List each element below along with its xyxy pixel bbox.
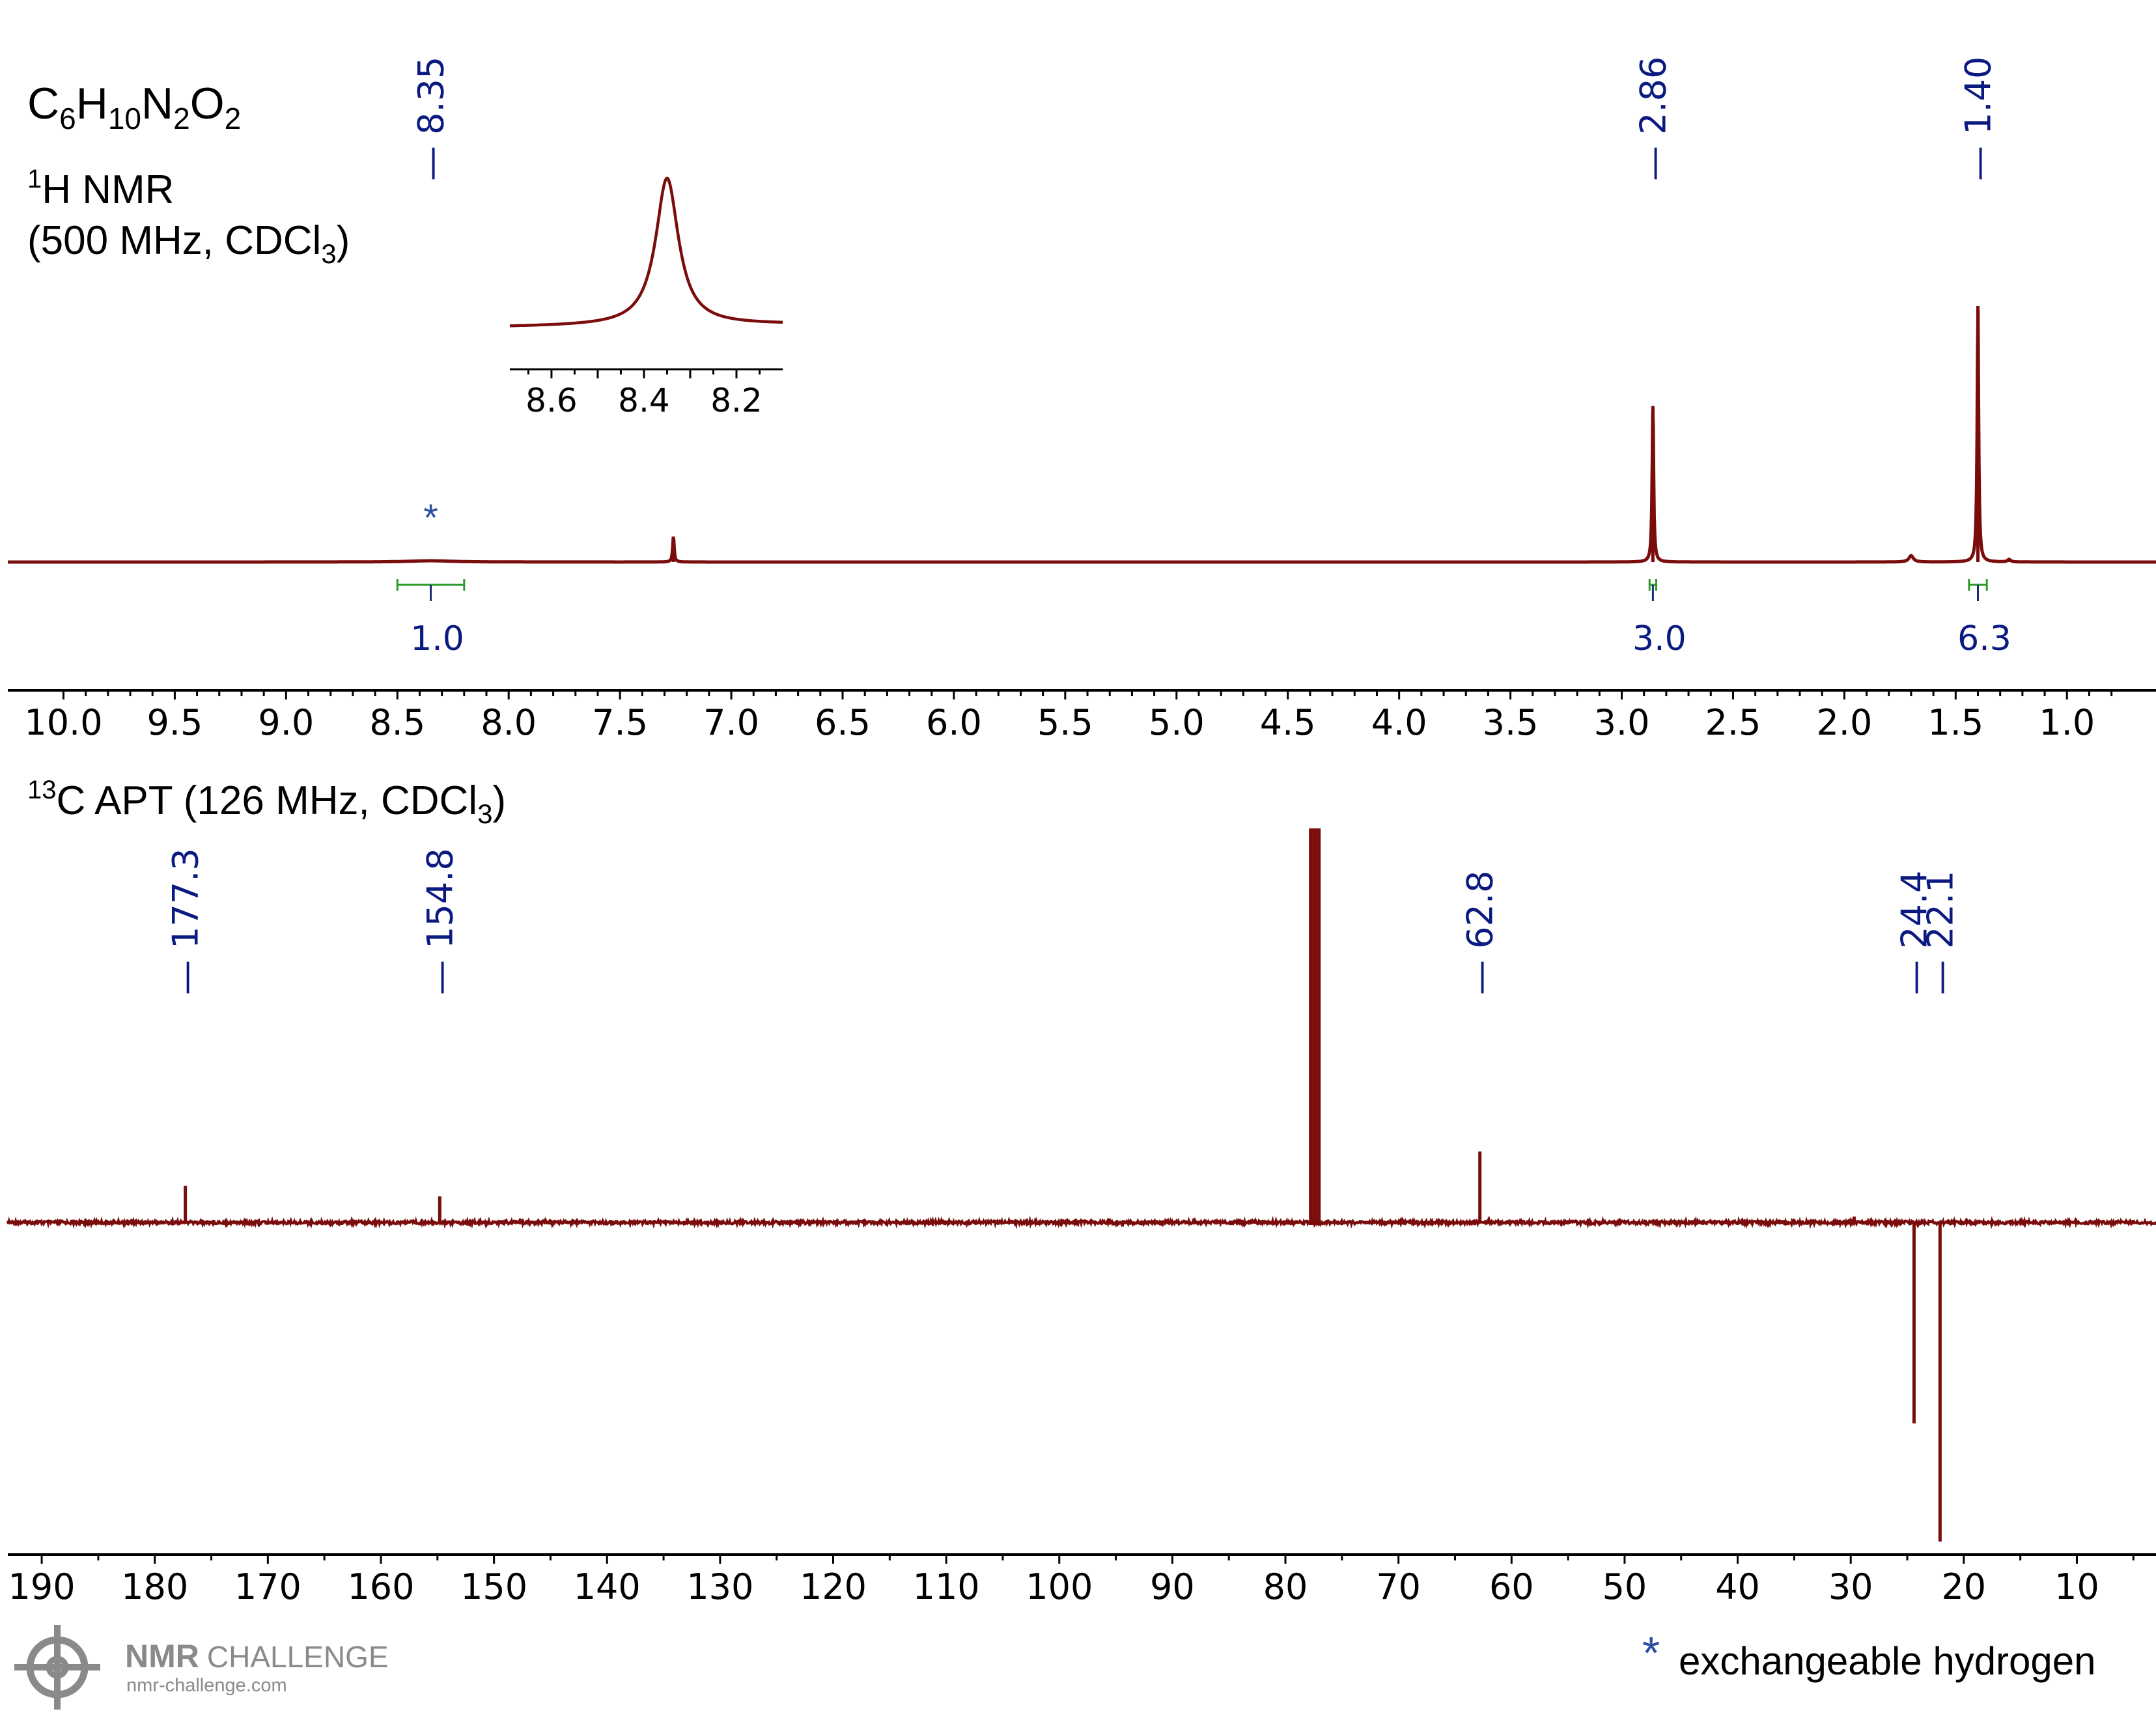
c13-peak-label: — 154.8 <box>419 848 460 995</box>
c13-spectrum-plot: — 177.3 — 154.8 — 62.8 — 24.4— 22.1 190 180 17… <box>7 828 2156 1607</box>
c13-x-tick-label: 80 <box>1263 1566 1308 1607</box>
integral-value: 1.0 <box>410 619 464 658</box>
c13-x-tick-label: 130 <box>686 1566 753 1607</box>
h1-x-tick-label: 2.5 <box>1705 702 1761 743</box>
exchangeable-asterisk: * <box>423 497 438 539</box>
brand-name: NMR CHALLENGE <box>125 1638 389 1674</box>
h1-inset-plot: 8.6 8.4 8.2 <box>509 176 783 419</box>
h1-spectrum-trace <box>8 309 2156 564</box>
h1-x-tick-label: 4.5 <box>1260 702 1316 743</box>
h1-peak-label: — 8.35 <box>411 57 452 181</box>
c13-x-tick-label: 100 <box>1026 1566 1093 1607</box>
c13-x-tick-label: 10 <box>2054 1566 2099 1607</box>
c13-peak-label: — 62.8 <box>1460 871 1501 995</box>
c13-x-tick-label: 140 <box>574 1566 641 1607</box>
h1-x-tick-label: 7.0 <box>703 702 759 743</box>
c13-x-tick-label: 90 <box>1150 1566 1195 1607</box>
c13-x-tick-label: 70 <box>1376 1566 1421 1607</box>
integral-value: 3.0 <box>1632 619 1687 658</box>
h1-x-tick-label: 6.0 <box>926 702 982 743</box>
h1-x-tick-label: 8.0 <box>481 702 537 743</box>
h1-x-tick-label: 1.5 <box>1927 702 1983 743</box>
h1-x-tick-label: 2.0 <box>1816 702 1872 743</box>
h1-spectrum-plot: — 8.35 — 2.86 — 1.40 * 1.0 3.0 6.3 10.0 9.5 9.0 8.… <box>8 57 2156 743</box>
c13-x-tick-label: 60 <box>1489 1566 1534 1607</box>
nmr-challenge-logo-icon <box>14 1625 100 1710</box>
c13-x-tick-label: 20 <box>1941 1566 1986 1607</box>
molecular-formula: C6H10N2O2 <box>27 79 241 135</box>
inset-trace <box>509 176 783 328</box>
h1-x-tick-label: 10.0 <box>24 702 102 743</box>
h1-x-tick-label: 5.5 <box>1037 702 1093 743</box>
c13-baseline-trace <box>7 1215 2156 1230</box>
inset-x-tick-label: 8.6 <box>525 382 578 419</box>
legend-asterisk: * <box>1642 1628 1660 1678</box>
h1-x-tick-label: 7.5 <box>592 702 648 743</box>
integral-value: 6.3 <box>1957 619 2011 658</box>
c13-x-tick-label: 180 <box>121 1566 188 1607</box>
c13-spectrum-title: 13C APT (126 MHz, CDCl3) <box>27 776 506 829</box>
h1-x-tick-label: 9.0 <box>258 702 314 743</box>
h1-spectrum-title: 1H NMR <box>27 165 174 212</box>
h1-peak-label: — 1.40 <box>1958 57 1999 181</box>
c13-x-tick-label: 120 <box>800 1566 867 1607</box>
c13-x-tick-label: 110 <box>913 1566 980 1607</box>
c13-peak-label: — 22.1 <box>1920 871 1961 995</box>
inset-x-tick-label: 8.4 <box>618 382 670 419</box>
h1-x-tick-label: 6.5 <box>815 702 871 743</box>
h1-x-tick-label: 3.0 <box>1594 702 1650 743</box>
h1-x-tick-label: 8.5 <box>369 702 425 743</box>
h1-x-tick-label: 3.5 <box>1483 702 1539 743</box>
c13-x-tick-label: 190 <box>8 1566 76 1607</box>
c13-x-tick-label: 30 <box>1828 1566 1873 1607</box>
c13-x-tick-label: 40 <box>1715 1566 1760 1607</box>
c13-x-tick-label: 170 <box>234 1566 301 1607</box>
h1-x-tick-label: 5.0 <box>1149 702 1205 743</box>
brand-url: nmr-challenge.com <box>126 1675 287 1696</box>
c13-x-tick-label: 150 <box>460 1566 527 1607</box>
legend-text: exchangeable hydrogen <box>1679 1639 2096 1683</box>
h1-x-tick-label: 9.5 <box>147 702 203 743</box>
h1-peak-label: — 2.86 <box>1632 57 1673 181</box>
h1-x-tick-label: 4.0 <box>1371 702 1427 743</box>
h1-spectrum-conditions: (500 MHz, CDCl3) <box>27 218 350 269</box>
c13-x-tick-label: 50 <box>1603 1566 1647 1607</box>
inset-x-tick-label: 8.2 <box>710 382 763 419</box>
c13-x-tick-label: 160 <box>347 1566 414 1607</box>
h1-x-tick-label: 1.0 <box>2039 702 2095 743</box>
c13-peak-label: — 24.4 <box>1894 871 1935 995</box>
c13-peak-label: — 177.3 <box>165 848 206 995</box>
